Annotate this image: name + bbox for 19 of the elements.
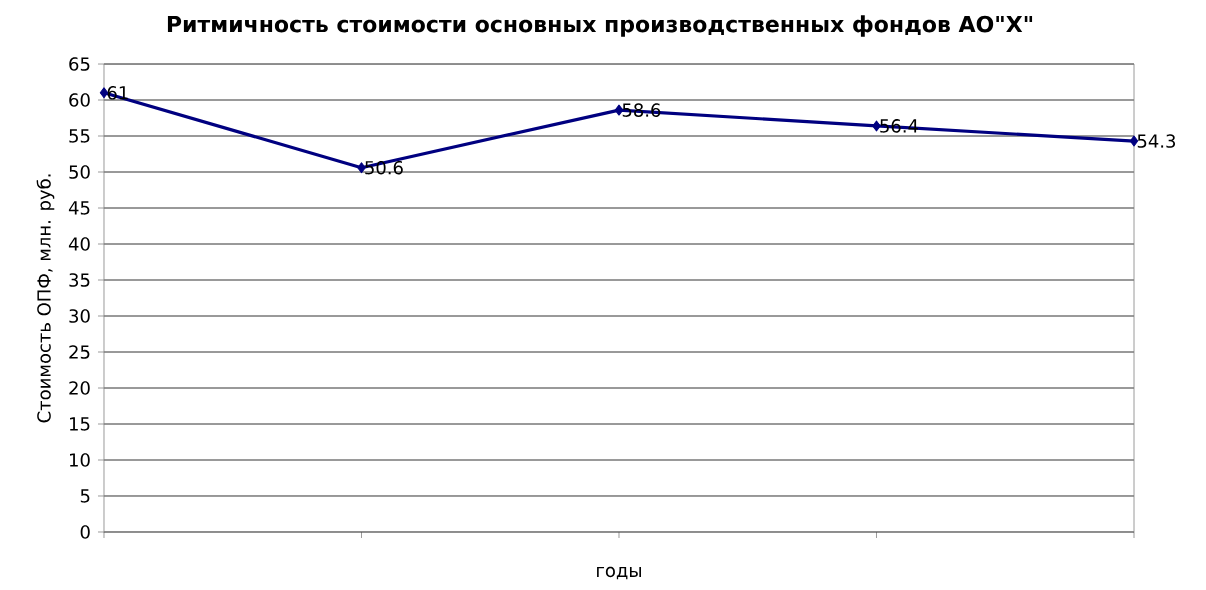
- y-tick-label: 65: [69, 57, 90, 71]
- y-tick-label: 0: [80, 525, 90, 539]
- y-tick-label: 35: [69, 273, 90, 287]
- y-tick-label: 5: [80, 489, 90, 503]
- data-label: 50.6: [365, 160, 403, 175]
- y-tick-label: 25: [69, 345, 90, 359]
- data-label: 54.3: [1137, 134, 1176, 148]
- y-tick-label: 55: [69, 129, 90, 143]
- y-tick-label: 20: [69, 381, 90, 395]
- y-tick-label: 15: [70, 417, 90, 431]
- y-tick-label: 45: [68, 201, 90, 215]
- y-axis-title: Стоимость ОПФ, млн. руб.: [36, 174, 55, 423]
- x-axis-title: годы: [597, 566, 641, 580]
- y-tick-label: 60: [69, 93, 90, 107]
- y-tick-label: 40: [68, 237, 90, 251]
- y-tick-label: 50: [69, 165, 90, 179]
- chart-title: Ритмичность стоимости основных производственных фондов АО"Х": [167, 15, 1033, 37]
- y-tick-label: 10: [70, 453, 90, 467]
- y-tick-label: 30: [69, 309, 90, 323]
